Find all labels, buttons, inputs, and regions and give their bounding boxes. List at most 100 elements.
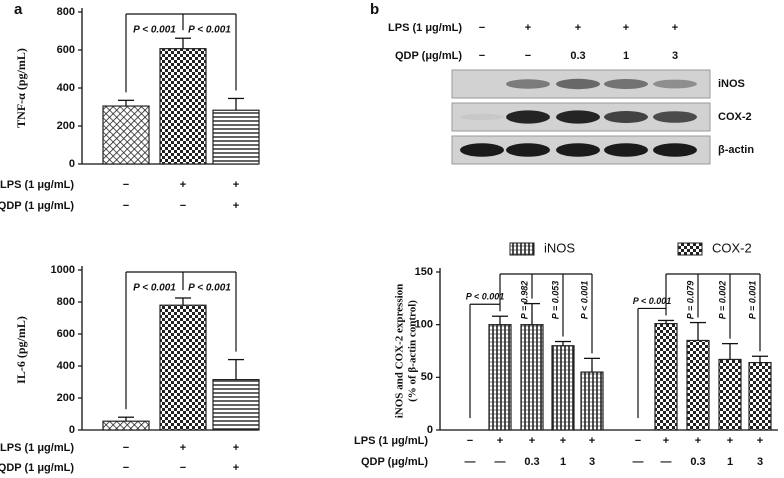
y-tick-label: 100 xyxy=(415,319,433,331)
p-value: P = 0.982 xyxy=(519,281,529,319)
bar xyxy=(488,324,512,431)
condition-value: − xyxy=(180,200,186,212)
bar xyxy=(212,109,260,165)
p-value: P < 0.001 xyxy=(133,283,176,294)
y-tick-label: 150 xyxy=(415,266,433,278)
blot-band xyxy=(604,111,648,123)
p-value: P < 0.001 xyxy=(466,292,504,302)
condition-value: + xyxy=(497,435,503,447)
condition-value: + xyxy=(525,22,531,34)
condition-value: 1 xyxy=(727,456,733,468)
y-tick-label: 400 xyxy=(57,82,75,94)
condition-value: − xyxy=(525,50,531,62)
condition-value: − xyxy=(479,22,485,34)
condition-value: — xyxy=(465,456,476,468)
y-axis-title: iNOS and COX-2 expression xyxy=(394,284,406,419)
y-tick-label: 400 xyxy=(57,360,75,372)
panel-label: b xyxy=(370,1,379,18)
error-bar xyxy=(584,357,600,373)
error-bar xyxy=(690,321,706,341)
error-bar xyxy=(118,99,134,107)
condition-value: + xyxy=(663,435,669,447)
blot-band xyxy=(653,143,697,157)
error-bar xyxy=(175,297,191,306)
band-label: COX-2 xyxy=(718,111,752,123)
condition-value: 0.3 xyxy=(690,456,705,468)
y-tick-label: 800 xyxy=(57,296,75,308)
error-bar xyxy=(228,358,244,380)
legend-swatch xyxy=(677,242,703,256)
condition-value: − xyxy=(635,435,641,447)
condition-value: + xyxy=(180,179,186,191)
condition-value: 3 xyxy=(757,456,763,468)
condition-value: + xyxy=(757,435,763,447)
y-tick-label: 50 xyxy=(421,371,433,383)
panel-label: a xyxy=(14,1,23,18)
y-tick-label: 600 xyxy=(57,44,75,56)
y-tick-label: 600 xyxy=(57,328,75,340)
condition-value: — xyxy=(661,456,672,468)
blot-band xyxy=(506,143,550,157)
condition-value: 3 xyxy=(589,456,595,468)
bar xyxy=(654,323,678,431)
bar xyxy=(686,339,710,431)
y-tick-label: 200 xyxy=(57,120,75,132)
condition-value: − xyxy=(123,179,129,191)
bar xyxy=(551,345,575,431)
error-bar xyxy=(175,37,191,49)
legend-swatch xyxy=(509,242,535,256)
p-value: P = 0.053 xyxy=(550,281,560,319)
y-tick-label: 800 xyxy=(57,6,75,18)
p-value: P < 0.001 xyxy=(133,25,176,36)
error-bar xyxy=(658,319,674,324)
blot-band xyxy=(653,111,697,123)
condition-value: + xyxy=(180,442,186,454)
y-tick-label: 0 xyxy=(69,158,75,170)
blot-band xyxy=(460,143,504,157)
y-tick-label: 0 xyxy=(427,424,433,436)
y-axis-title: (% of β-actin control) xyxy=(407,300,419,402)
condition-label: LPS (1 μg/mL) xyxy=(388,22,462,34)
condition-value: + xyxy=(233,442,239,454)
error-bar xyxy=(228,97,244,111)
condition-value: 0.3 xyxy=(524,456,539,468)
p-value: P = 0.002 xyxy=(717,281,727,319)
y-tick-label: 0 xyxy=(69,424,75,436)
p-value: P < 0.001 xyxy=(188,25,231,36)
p-value: P = 0.079 xyxy=(685,281,695,319)
condition-value: + xyxy=(623,22,629,34)
error-bar xyxy=(555,340,571,346)
bar xyxy=(159,48,207,165)
condition-value: 0.3 xyxy=(570,50,585,62)
condition-label: QDP (1 μg/mL) xyxy=(0,200,74,212)
condition-value: − xyxy=(467,435,473,447)
condition-value: + xyxy=(529,435,535,447)
error-bar xyxy=(752,355,768,363)
condition-value: + xyxy=(233,200,239,212)
condition-value: − xyxy=(123,442,129,454)
p-value: P < 0.001 xyxy=(579,281,589,319)
blot-band xyxy=(556,78,600,90)
condition-value: + xyxy=(575,22,581,34)
p-value: P < 0.001 xyxy=(633,296,671,306)
condition-value: + xyxy=(589,435,595,447)
y-tick-label: 200 xyxy=(57,392,75,404)
error-bar xyxy=(722,342,738,360)
bar xyxy=(212,379,260,431)
condition-value: + xyxy=(727,435,733,447)
p-value: P = 0.001 xyxy=(747,281,757,319)
condition-label: QDP (μg/mL) xyxy=(395,50,462,62)
condition-value: 1 xyxy=(623,50,629,62)
condition-value: − xyxy=(180,462,186,474)
error-bar xyxy=(524,302,540,325)
condition-label: QDP (1 μg/mL) xyxy=(0,462,74,474)
error-bar xyxy=(492,315,508,325)
condition-value: − xyxy=(123,200,129,212)
bar xyxy=(580,371,604,431)
legend-label: COX-2 xyxy=(712,240,752,255)
blot-band xyxy=(506,110,550,124)
blot-band xyxy=(460,113,504,121)
condition-label: LPS (1 μg/mL) xyxy=(0,179,74,191)
bar xyxy=(102,105,150,165)
